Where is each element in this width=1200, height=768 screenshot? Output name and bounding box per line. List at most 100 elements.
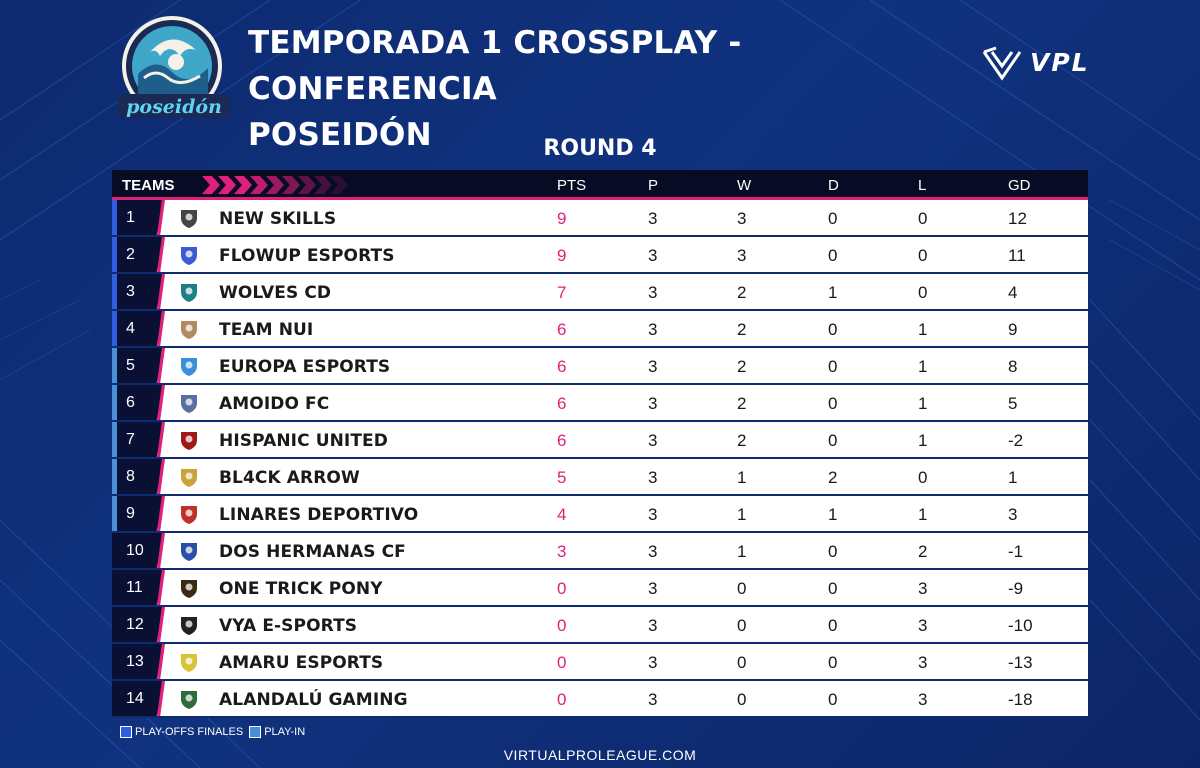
p-cell: 3 — [648, 209, 658, 228]
header-teams: TEAMS — [122, 177, 175, 194]
playin-zone-bar — [112, 422, 117, 457]
position-number: 7 — [126, 431, 135, 448]
gd-cell: 11 — [1008, 246, 1026, 265]
logo-text: poseidón — [126, 96, 222, 118]
gd-cell: 9 — [1008, 320, 1018, 339]
p-cell: 3 — [648, 431, 658, 450]
accent-stripe — [157, 459, 165, 494]
new-skills-shield-icon — [181, 210, 197, 228]
table-header: TEAMS PTS P W D L GD — [112, 170, 1088, 200]
gd-cell: 1 — [1008, 468, 1018, 487]
playoffs-zone-bar — [112, 274, 117, 309]
poseidon-logo: poseidón — [118, 16, 230, 118]
w-cell: 0 — [737, 690, 747, 709]
d-cell: 0 — [828, 320, 838, 339]
gd-cell: -18 — [1008, 690, 1033, 709]
gd-cell: 4 — [1008, 283, 1018, 302]
gd-cell: -10 — [1008, 616, 1033, 635]
linares-crest-icon — [181, 506, 197, 524]
l-cell: 3 — [918, 579, 928, 598]
w-cell: 0 — [737, 616, 747, 635]
table-row: 2 FLOWUP ESPORTS 9 3 3 0 0 11 — [112, 237, 1088, 274]
brand-name: VPL — [1030, 48, 1090, 77]
p-cell: 3 — [648, 283, 658, 302]
black-arrow-icon — [181, 469, 197, 487]
position-cell: 8 — [112, 459, 164, 494]
accent-stripe — [157, 644, 165, 679]
flowup-crest-icon — [181, 247, 197, 265]
d-cell: 0 — [828, 579, 838, 598]
position-number: 6 — [126, 394, 135, 411]
p-cell: 3 — [648, 394, 658, 413]
position-number: 5 — [126, 357, 135, 374]
table-row: 13 AMARU ESPORTS 0 3 0 0 3 -13 — [112, 644, 1088, 681]
team-name: FLOWUP ESPORTS — [219, 246, 395, 266]
playin-zone-bar — [112, 459, 117, 494]
w-cell: 2 — [737, 320, 747, 339]
pts-cell: 0 — [557, 579, 567, 598]
p-cell: 3 — [648, 505, 658, 524]
p-cell: 3 — [648, 542, 658, 561]
p-cell: 3 — [648, 246, 658, 265]
l-cell: 3 — [918, 616, 928, 635]
header-d: D — [828, 177, 839, 194]
alandalu-crest-icon — [181, 691, 197, 709]
team-name: AMOIDO FC — [219, 394, 330, 414]
position-number: 9 — [126, 505, 135, 522]
europa-wave-icon — [181, 358, 197, 376]
header-p: P — [648, 177, 659, 194]
accent-stripe — [157, 607, 165, 642]
team-name: DOS HERMANAS CF — [219, 542, 406, 562]
table-row: 14 ALANDALÚ GAMING 0 3 0 0 3 -18 — [112, 681, 1088, 718]
w-cell: 0 — [737, 653, 747, 672]
d-cell: 1 — [828, 283, 838, 302]
position-cell: 10 — [112, 533, 164, 568]
table-row: 5 EUROPA ESPORTS 6 3 2 0 1 8 — [112, 348, 1088, 385]
position-cell: 5 — [112, 348, 164, 383]
position-cell: 14 — [112, 681, 164, 716]
l-cell: 2 — [918, 542, 928, 561]
d-cell: 0 — [828, 542, 838, 561]
d-cell: 2 — [828, 468, 838, 487]
accent-stripe — [157, 311, 165, 346]
gd-cell: 12 — [1008, 209, 1027, 228]
pts-cell: 0 — [557, 653, 567, 672]
l-cell: 1 — [918, 431, 928, 450]
position-cell: 4 — [112, 311, 164, 346]
playin-zone-bar — [112, 496, 117, 531]
w-cell: 2 — [737, 394, 747, 413]
accent-stripe — [157, 570, 165, 605]
amaru-square-icon — [181, 654, 197, 672]
playin-zone-bar — [112, 348, 117, 383]
pts-cell: 6 — [557, 394, 567, 413]
amoido-wings-icon — [181, 395, 197, 413]
w-cell: 2 — [737, 357, 747, 376]
legend: PLAY-OFFS FINALES PLAY-IN — [120, 726, 311, 738]
team-name: LINARES DEPORTIVO — [219, 505, 419, 525]
d-cell: 0 — [828, 616, 838, 635]
position-cell: 13 — [112, 644, 164, 679]
legend-playoffs-label: PLAY-OFFS FINALES — [135, 726, 244, 738]
playoffs-zone-bar — [112, 237, 117, 272]
d-cell: 0 — [828, 209, 838, 228]
accent-stripe — [157, 200, 165, 235]
position-cell: 12 — [112, 607, 164, 642]
w-cell: 1 — [737, 505, 747, 524]
team-name: HISPANIC UNITED — [219, 431, 388, 451]
accent-stripe — [157, 533, 165, 568]
team-name: EUROPA ESPORTS — [219, 357, 391, 377]
table-row: 4 TEAM NUI 6 3 2 0 1 9 — [112, 311, 1088, 348]
team-name: ONE TRICK PONY — [219, 579, 383, 599]
team-nui-shield-icon — [181, 321, 197, 339]
header-gd: GD — [1008, 177, 1031, 194]
d-cell: 0 — [828, 653, 838, 672]
standings-table: TEAMS PTS P W D L GD 1 NEW SKILLS 9 3 3 0 0 12 2… — [112, 170, 1088, 718]
team-name: WOLVES CD — [219, 283, 332, 303]
page-title: TEMPORADA 1 CROSSPLAY - CONFERENCIA POSE… — [248, 20, 968, 158]
dos-hermanas-shield-icon — [181, 543, 197, 561]
gd-cell: 3 — [1008, 505, 1018, 524]
pts-cell: 6 — [557, 431, 567, 450]
header-l: L — [918, 177, 927, 194]
pts-cell: 4 — [557, 505, 567, 524]
w-cell: 3 — [737, 209, 747, 228]
